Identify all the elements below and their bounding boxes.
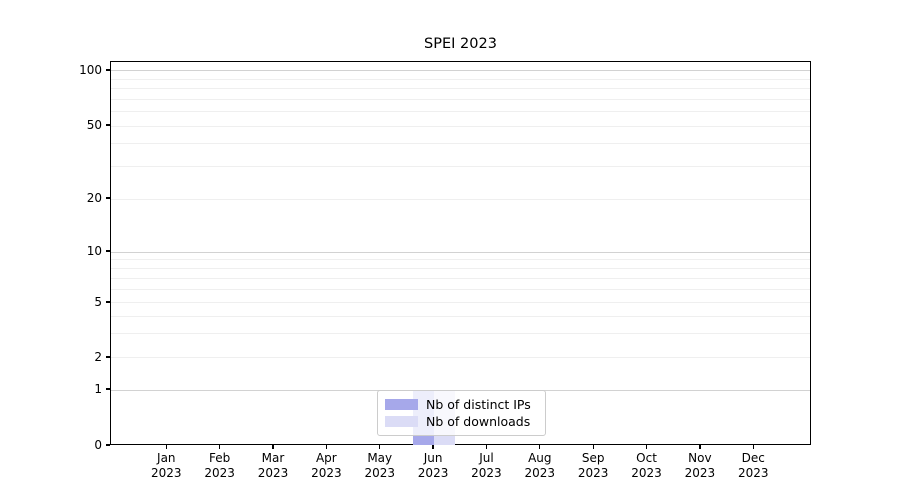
gridline-minor	[111, 198, 810, 200]
x-tick-mark	[325, 445, 328, 449]
plot-area	[110, 61, 811, 445]
x-tick-mark	[219, 445, 221, 449]
x-tick-mark	[379, 445, 381, 449]
gridline-major	[111, 70, 810, 72]
gridline-minor	[111, 315, 810, 317]
x-tick-label: Jan 2023	[151, 451, 182, 480]
x-tick-mark	[539, 445, 541, 449]
legend-label: Nb of downloads	[426, 413, 531, 429]
y-tick-label: 10	[86, 244, 102, 258]
x-tick-mark	[645, 445, 648, 449]
y-tick-mark	[106, 124, 110, 126]
x-tick-label: Oct 2023	[631, 451, 662, 480]
gridline-minor	[111, 357, 810, 359]
gridline-minor	[111, 78, 810, 80]
y-tick-mark	[106, 356, 110, 358]
y-tick-mark	[106, 197, 110, 199]
y-tick-mark	[106, 69, 110, 71]
gridline-minor	[111, 98, 810, 100]
y-tick-label: 100	[79, 62, 102, 77]
gridline-minor	[111, 259, 810, 261]
y-tick-label: 1	[94, 382, 102, 396]
legend-swatch	[385, 399, 418, 410]
gridline-major	[111, 251, 810, 253]
gridline-minor	[111, 111, 810, 113]
x-tick-mark	[592, 445, 594, 449]
y-tick-mark	[106, 388, 110, 390]
gridline-minor	[111, 166, 810, 168]
gridline-minor	[111, 289, 810, 291]
gridline-minor	[111, 125, 810, 127]
legend-swatch	[385, 416, 418, 427]
x-tick-label: Jun 2023	[417, 451, 449, 480]
legend-label: Nb of distinct IPs	[426, 396, 531, 412]
y-tick-label: 50	[86, 118, 102, 132]
gridline-minor	[111, 302, 810, 304]
x-tick-mark	[432, 445, 434, 449]
y-tick-label: 0	[94, 438, 102, 452]
x-tick-label: May 2023	[364, 451, 395, 480]
y-tick-label: 20	[86, 191, 102, 205]
x-tick-mark	[165, 445, 167, 449]
gridline-minor	[111, 267, 810, 269]
y-tick-mark	[106, 301, 110, 303]
x-tick-label: Apr 2023	[311, 451, 342, 480]
chart-legend: Nb of distinct IPs Nb of downloads	[377, 390, 546, 436]
gridline-minor	[111, 143, 810, 145]
chart-title: SPEI 2023	[424, 36, 497, 52]
y-tick-label: 2	[94, 349, 102, 364]
x-tick-label: Nov 2023	[684, 451, 716, 480]
x-tick-mark	[485, 445, 488, 449]
x-tick-label: Jul 2023	[471, 451, 502, 480]
x-tick-label: Feb 2023	[204, 451, 235, 480]
gridline-minor	[111, 277, 810, 279]
legend-entry: Nb of downloads	[385, 413, 538, 429]
gridline-minor	[111, 333, 810, 335]
y-tick-mark	[106, 444, 110, 446]
legend-entry: Nb of distinct IPs	[385, 396, 538, 412]
x-tick-mark	[272, 445, 274, 449]
x-tick-label: Sep 2023	[577, 451, 609, 480]
gridline-minor	[111, 88, 810, 90]
x-tick-label: Aug 2023	[524, 451, 556, 480]
x-tick-mark	[699, 445, 701, 449]
x-tick-mark	[752, 445, 754, 449]
y-tick-label: 5	[94, 294, 102, 309]
x-tick-label: Mar 2023	[257, 451, 289, 480]
y-tick-mark	[106, 250, 110, 252]
x-tick-label: Dec 2023	[737, 451, 769, 480]
